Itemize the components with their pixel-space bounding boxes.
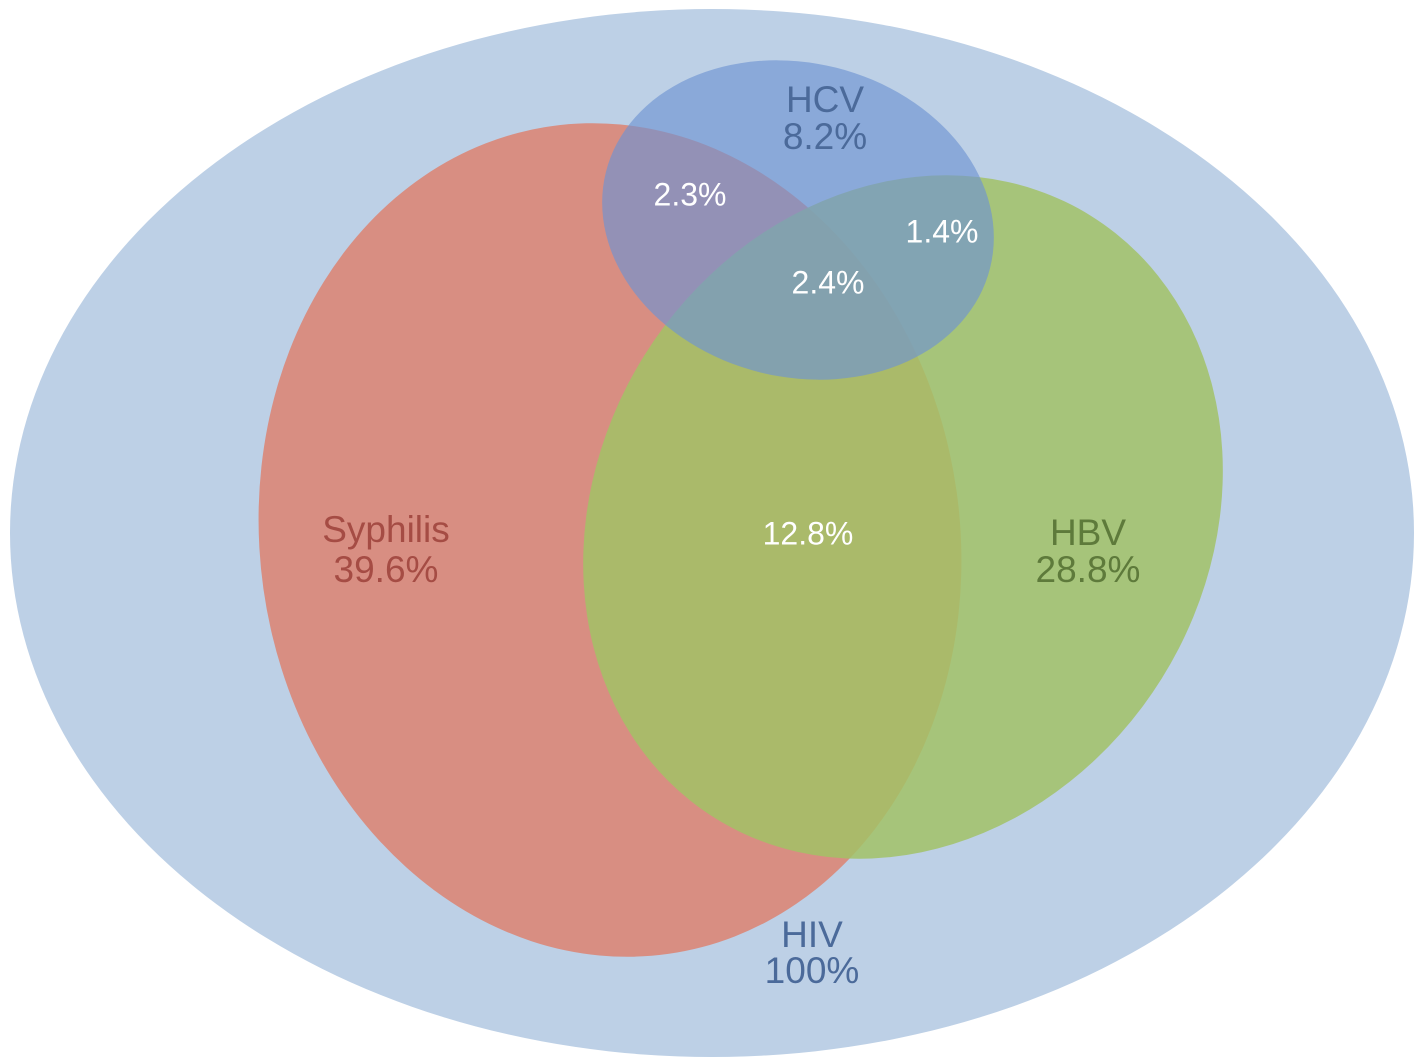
set-value: 100% — [765, 950, 860, 991]
intersection-label: 2.3% — [654, 176, 727, 212]
set-value: 28.8% — [1036, 549, 1141, 590]
set-value: 39.6% — [334, 549, 439, 590]
set-name: HIV — [781, 914, 843, 955]
intersection-label: 2.4% — [792, 264, 865, 300]
set-name: HCV — [786, 79, 864, 120]
intersection-label: 12.8% — [763, 515, 854, 551]
set-name: Syphilis — [322, 509, 450, 550]
hcv-set — [602, 60, 994, 380]
set-value: 8.2% — [783, 116, 867, 157]
intersection-label: 1.4% — [906, 213, 979, 249]
set-name: HBV — [1050, 512, 1126, 553]
